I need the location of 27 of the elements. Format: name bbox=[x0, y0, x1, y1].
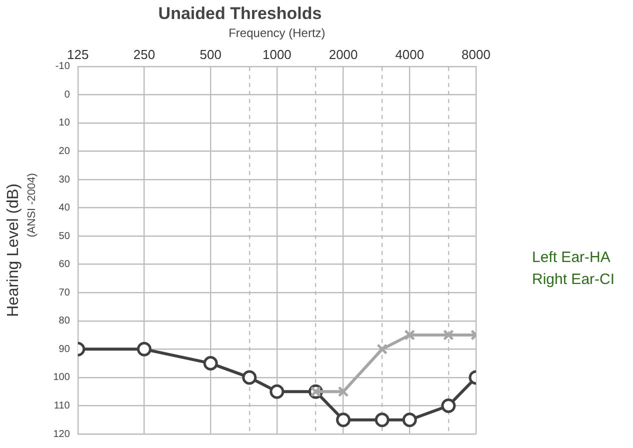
chart-title: Unaided Thresholds bbox=[158, 4, 322, 23]
y-tick-label: 90 bbox=[58, 344, 70, 355]
y-tick-label: 110 bbox=[54, 400, 70, 412]
y-tick-label: 40 bbox=[58, 202, 70, 214]
x-tick-label: 8000 bbox=[462, 47, 490, 62]
y-tick-label: 80 bbox=[58, 316, 70, 327]
y-tick-label: 100 bbox=[53, 372, 70, 384]
y-axis-title: Hearing Level (dB) bbox=[5, 183, 22, 317]
y-tick-label: 30 bbox=[58, 174, 70, 186]
y-tick-label: 50 bbox=[58, 230, 70, 242]
y-tick-label: 70 bbox=[58, 287, 70, 298]
text: Right Ear-CI bbox=[532, 271, 615, 288]
text: (ANSI -2004) bbox=[26, 173, 38, 238]
x-axis-title: Frequency (Hertz) bbox=[228, 26, 326, 40]
y-tick-label: 120 bbox=[53, 428, 70, 440]
text: Left Ear-HA bbox=[532, 249, 610, 266]
x-tick-label: 500 bbox=[200, 47, 222, 62]
x-tick-label: 250 bbox=[133, 47, 156, 62]
y-tick-label: 60 bbox=[58, 259, 70, 270]
x-tick-label: 4000 bbox=[395, 47, 424, 62]
x-tick-label: 2000 bbox=[328, 47, 358, 62]
x-tick-label: 125 bbox=[67, 47, 89, 62]
y-tick-label: 10 bbox=[58, 118, 70, 129]
y-tick-label: -10 bbox=[55, 61, 70, 72]
y-tick-label: 0 bbox=[64, 89, 70, 100]
x-tick-label: 1000 bbox=[262, 47, 292, 62]
y-tick-label: 20 bbox=[58, 146, 70, 157]
